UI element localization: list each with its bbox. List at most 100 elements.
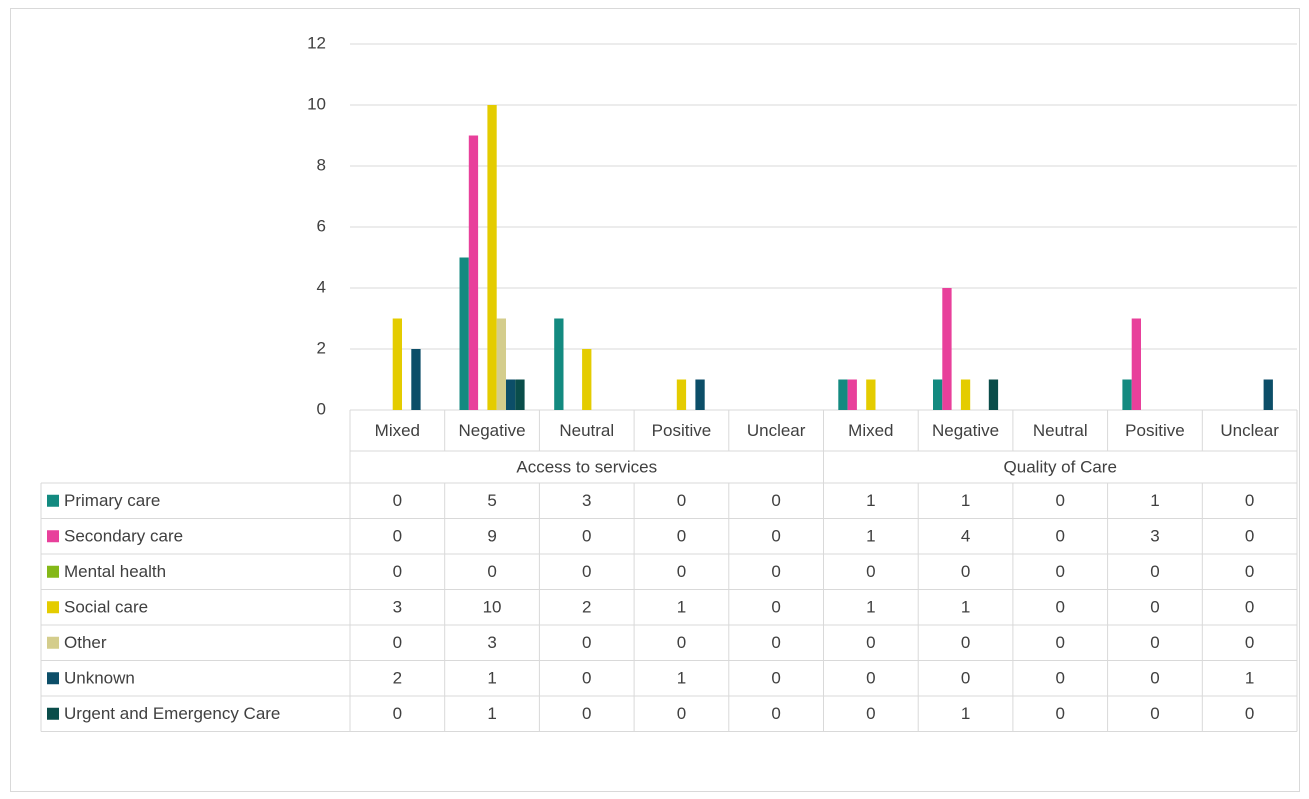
bar [942, 288, 952, 410]
table-value: 10 [483, 598, 502, 617]
bar [933, 379, 943, 410]
legend-label: Secondary care [64, 527, 183, 546]
table-value: 0 [1056, 598, 1065, 617]
table-value: 1 [677, 669, 686, 688]
bar [695, 379, 705, 410]
bar [496, 318, 506, 410]
table-value: 0 [1245, 491, 1254, 510]
table-value: 1 [487, 704, 496, 723]
bar [487, 105, 497, 410]
bar [866, 379, 876, 410]
table-value: 1 [1150, 491, 1159, 510]
table-value: 0 [771, 527, 780, 546]
y-tick-label: 8 [317, 155, 326, 174]
table-value: 0 [1056, 633, 1065, 652]
table-value: 0 [1150, 704, 1159, 723]
table-value: 0 [393, 562, 402, 581]
table-value: 0 [961, 669, 970, 688]
table-value: 0 [771, 562, 780, 581]
table-value: 1 [961, 491, 970, 510]
bar [506, 379, 516, 410]
table-value: 0 [1056, 527, 1065, 546]
bar [847, 379, 857, 410]
table-value: 0 [393, 633, 402, 652]
table-value: 3 [393, 598, 402, 617]
legend-label: Other [64, 633, 107, 652]
legend-label: Primary care [64, 491, 160, 510]
category-label: Mixed [848, 421, 893, 440]
bar [1131, 318, 1141, 410]
table-value: 0 [393, 491, 402, 510]
table-value: 0 [866, 669, 875, 688]
table-value: 1 [961, 598, 970, 617]
legend-swatch [47, 565, 59, 578]
table-value: 0 [1150, 669, 1159, 688]
table-value: 0 [1056, 562, 1065, 581]
table-value: 0 [582, 562, 591, 581]
table-value: 1 [1245, 669, 1254, 688]
legend-label: Social care [64, 598, 148, 617]
table-value: 0 [582, 633, 591, 652]
table-value: 0 [582, 527, 591, 546]
table-value: 0 [961, 562, 970, 581]
table-value: 1 [677, 598, 686, 617]
bar [838, 379, 848, 410]
table-value: 0 [1150, 633, 1159, 652]
bar [676, 379, 687, 410]
bar [988, 379, 999, 410]
table-value: 3 [1150, 527, 1159, 546]
legend-label: Urgent and Emergency Care [64, 704, 280, 723]
y-tick-label: 12 [307, 33, 326, 52]
table-value: 1 [961, 704, 970, 723]
table-value: 0 [1056, 704, 1065, 723]
group-label: Quality of Care [1004, 457, 1117, 476]
table-value: 0 [771, 491, 780, 510]
table-value: 3 [487, 633, 496, 652]
bar [1263, 379, 1273, 410]
table-value: 4 [961, 527, 970, 546]
category-label: Negative [932, 421, 999, 440]
y-tick-label: 0 [317, 399, 326, 418]
chart-frame: 0 2 4 6 8 10 12 Mixed Negative Neutral Positive Unc… [10, 8, 1300, 792]
table-value: 0 [677, 562, 686, 581]
table-value: 0 [1056, 669, 1065, 688]
legend-swatch [47, 601, 59, 614]
table-value: 0 [677, 633, 686, 652]
table-value: 0 [677, 704, 686, 723]
table-value: 0 [866, 562, 875, 581]
table-value: 0 [961, 633, 970, 652]
table-value: 5 [487, 491, 496, 510]
table-value: 0 [1245, 633, 1254, 652]
table-value: 0 [1245, 598, 1254, 617]
category-label: Negative [458, 421, 525, 440]
y-tick-label: 4 [317, 277, 326, 296]
table-value: 9 [487, 527, 496, 546]
bar [960, 379, 971, 410]
y-tick-label: 6 [317, 216, 326, 235]
table-value: 0 [487, 562, 496, 581]
table-value: 0 [771, 669, 780, 688]
bar [515, 379, 525, 410]
table-value: 0 [582, 669, 591, 688]
table-value: 0 [393, 704, 402, 723]
table-value: 0 [866, 633, 875, 652]
table-value: 0 [771, 633, 780, 652]
legend-label: Mental health [64, 562, 166, 581]
y-tick-label: 10 [307, 94, 326, 113]
category-label: Mixed [375, 421, 420, 440]
bar [411, 349, 421, 410]
y-tick-label: 2 [317, 338, 326, 357]
table-value: 0 [393, 527, 402, 546]
bar [392, 318, 402, 410]
legend-swatch [47, 636, 59, 649]
legend-swatch [47, 494, 59, 507]
legend-swatch [47, 672, 59, 685]
legend-label: Unknown [64, 669, 135, 688]
bar [582, 349, 592, 410]
table-value: 0 [1056, 491, 1065, 510]
table-value: 0 [1150, 562, 1159, 581]
table-value: 0 [1245, 562, 1254, 581]
bar [1122, 379, 1132, 410]
table-value: 0 [1150, 598, 1159, 617]
table-value: 0 [582, 704, 591, 723]
